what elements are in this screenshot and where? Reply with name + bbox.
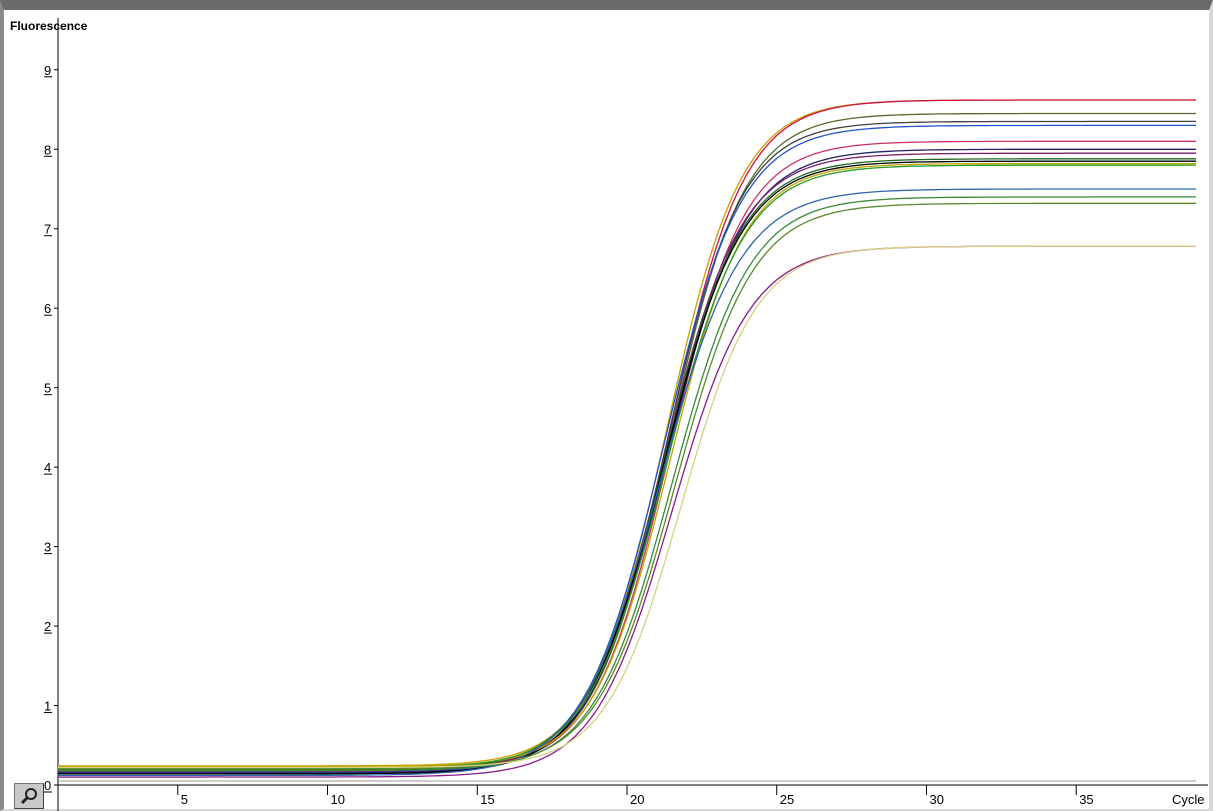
x-tick-label: 35 — [1079, 792, 1093, 807]
y-tick-label: 6 — [44, 301, 51, 316]
x-tick-label: 20 — [630, 792, 644, 807]
series-line-12 — [58, 164, 1196, 769]
y-tick-label: 2 — [44, 619, 51, 634]
series-line-10 — [58, 160, 1196, 775]
x-tick-label: 5 — [181, 792, 188, 807]
x-tick-label: 10 — [331, 792, 345, 807]
series-line-3 — [58, 112, 1196, 769]
series-line-13 — [58, 188, 1196, 777]
x-axis-title: Cycle — [1172, 792, 1205, 807]
series-line-17 — [58, 245, 1196, 769]
y-tick-label: 9 — [44, 63, 51, 78]
y-tick-label: 7 — [44, 222, 51, 237]
series-line-4 — [58, 120, 1196, 772]
series-line-6 — [58, 140, 1196, 770]
y-tick-label: 1 — [44, 699, 51, 714]
series-line-15 — [58, 202, 1196, 770]
series-line-5 — [58, 124, 1196, 773]
y-axis-title: Fluorescence — [10, 19, 88, 33]
magnifier-icon — [20, 788, 37, 805]
series-line-7 — [58, 148, 1196, 774]
series-line-14 — [58, 196, 1196, 772]
x-tick-label: 30 — [929, 792, 943, 807]
x-tick-label: 25 — [780, 792, 794, 807]
series-line-16 — [58, 245, 1196, 778]
series-line-11 — [58, 162, 1196, 768]
x-tick-label: 15 — [480, 792, 494, 807]
series-line-9 — [58, 158, 1196, 771]
y-tick-label: 8 — [44, 142, 51, 157]
y-tick-label: 4 — [44, 460, 51, 475]
y-tick-label: 0 — [44, 778, 51, 793]
y-tick-label: 3 — [44, 540, 51, 555]
series-line-1 — [58, 99, 1196, 767]
zoom-button[interactable] — [14, 783, 44, 809]
y-tick-label: 5 — [44, 381, 51, 396]
